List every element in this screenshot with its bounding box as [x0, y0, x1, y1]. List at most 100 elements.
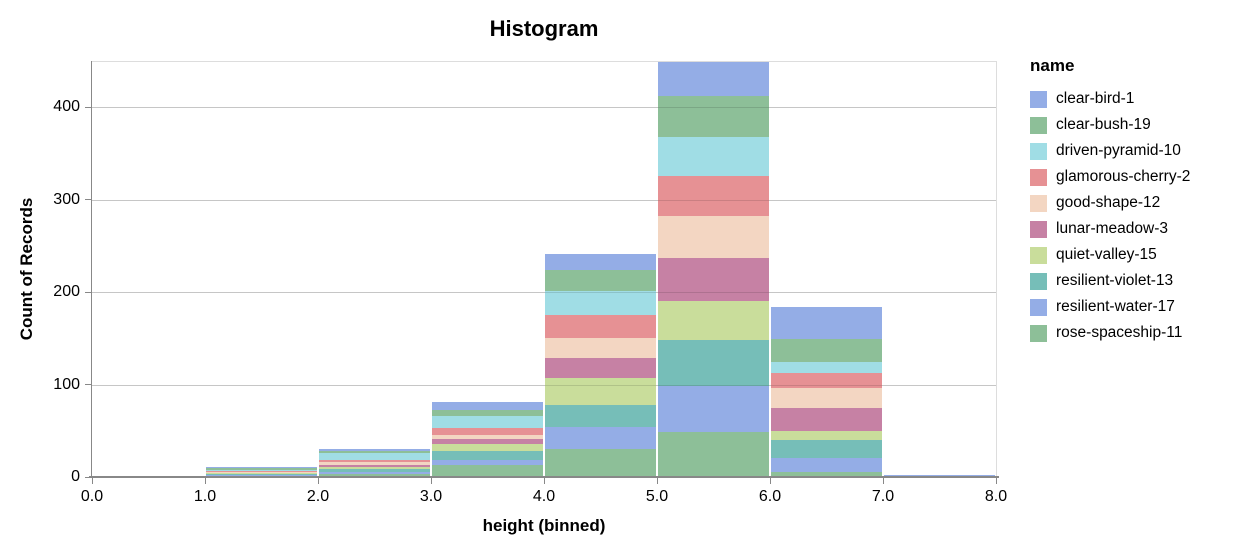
x-axis-tick	[318, 478, 319, 484]
bar-segment-rose-spaceship-11[interactable]	[545, 449, 656, 478]
bar-segment-resilient-violet-13[interactable]	[658, 340, 769, 386]
bar-segment-resilient-water-17[interactable]	[658, 385, 769, 432]
bar-segment-resilient-violet-13[interactable]	[206, 474, 317, 476]
legend-item-clear-bird-1[interactable]: clear-bird-1	[1030, 86, 1250, 112]
x-axis-tick	[205, 478, 206, 484]
legend-item-lunar-meadow-3[interactable]: lunar-meadow-3	[1030, 216, 1250, 242]
bar-segment-quiet-valley-15[interactable]	[545, 378, 656, 405]
bar-segment-clear-bird-1[interactable]	[432, 402, 543, 410]
bar-segment-resilient-water-17[interactable]	[432, 459, 543, 466]
bar-segment-driven-pyramid-10[interactable]	[658, 136, 769, 176]
legend-item-clear-bush-19[interactable]: clear-bush-19	[1030, 112, 1250, 138]
gridline	[92, 292, 996, 294]
bar-segment-lunar-meadow-3[interactable]	[319, 465, 430, 467]
bar-segment-good-shape-12[interactable]	[658, 216, 769, 258]
bar-segment-good-shape-12[interactable]	[771, 388, 882, 408]
bar-segment-clear-bird-1[interactable]	[206, 466, 317, 468]
bar-segment-good-shape-12[interactable]	[545, 337, 656, 358]
x-axis-tick-label: 1.0	[193, 488, 217, 505]
x-axis-line	[89, 476, 999, 478]
bar-segment-lunar-meadow-3[interactable]	[432, 439, 543, 444]
bar-segment-driven-pyramid-10[interactable]	[545, 291, 656, 316]
gridline-overlay	[92, 107, 996, 109]
bar-segment-lunar-meadow-3[interactable]	[545, 357, 656, 379]
bar-segment-clear-bush-19[interactable]	[319, 451, 430, 454]
bar-segment-quiet-valley-15[interactable]	[771, 430, 882, 441]
y-axis-tick-label: 100	[53, 375, 80, 393]
bar-segment-good-shape-12[interactable]	[206, 471, 317, 473]
bar-segment-glamorous-cherry-2[interactable]	[319, 459, 430, 463]
legend-swatch-icon	[1030, 194, 1047, 212]
gridline	[92, 384, 996, 386]
bar-segment-resilient-violet-13[interactable]	[319, 468, 430, 472]
bar-segment-clear-bush-19[interactable]	[658, 96, 769, 137]
bar-segment-clear-bird-1[interactable]	[545, 254, 656, 270]
plot-layers	[92, 62, 996, 478]
bar-segment-resilient-water-17[interactable]	[771, 457, 882, 473]
bar-segment-good-shape-12[interactable]	[432, 434, 543, 440]
legend-item-label: good-shape-12	[1056, 194, 1161, 211]
bar-segment-lunar-meadow-3[interactable]	[771, 407, 882, 431]
chart-title: Histogram	[489, 16, 599, 41]
bar-segment-driven-pyramid-10[interactable]	[432, 416, 543, 429]
bar-segment-clear-bush-19[interactable]	[432, 409, 543, 417]
bar-segment-glamorous-cherry-2[interactable]	[545, 315, 656, 338]
legend-item-glamorous-cherry-2[interactable]: glamorous-cherry-2	[1030, 164, 1250, 190]
x-axis-tick	[657, 478, 658, 484]
bar-segment-clear-bush-19[interactable]	[771, 339, 882, 363]
legend-item-label: rose-spaceship-11	[1056, 324, 1183, 341]
legend-item-resilient-violet-13[interactable]: resilient-violet-13	[1030, 268, 1250, 294]
y-axis-title: Count of Records	[17, 197, 36, 341]
x-axis-title: height (binned)	[482, 516, 606, 535]
bar-segment-quiet-valley-15[interactable]	[432, 443, 543, 452]
bar-segment-clear-bird-1[interactable]	[771, 307, 882, 340]
bar-segment-driven-pyramid-10[interactable]	[319, 453, 430, 460]
bar-segment-glamorous-cherry-2[interactable]	[432, 428, 543, 435]
x-axis-tick-label: 5.0	[645, 488, 669, 505]
bar-segment-good-shape-12[interactable]	[319, 462, 430, 466]
x-axis-tick-label: 3.0	[419, 488, 443, 505]
bar-segment-lunar-meadow-3[interactable]	[206, 472, 317, 474]
bar-segment-clear-bird-1[interactable]	[319, 449, 430, 452]
legend: name clear-bird-1 clear-bush-19 driven-pyr…	[1030, 56, 1250, 346]
bar-segment-quiet-valley-15[interactable]	[319, 466, 430, 469]
bar-segment-glamorous-cherry-2[interactable]	[206, 470, 317, 472]
bar-segment-quiet-valley-15[interactable]	[658, 300, 769, 341]
bar-segment-rose-spaceship-11[interactable]	[658, 431, 769, 478]
bar-segment-glamorous-cherry-2[interactable]	[658, 175, 769, 217]
bar-segment-resilient-violet-13[interactable]	[545, 404, 656, 428]
bar-segment-rose-spaceship-11[interactable]	[432, 465, 543, 478]
legend-swatch-icon	[1030, 168, 1047, 186]
bar-segment-clear-bush-19[interactable]	[545, 270, 656, 292]
bar-segment-resilient-water-17[interactable]	[206, 475, 317, 477]
legend-swatch-icon	[1030, 90, 1047, 108]
legend-item-label: glamorous-cherry-2	[1056, 168, 1191, 185]
legend-item-rose-spaceship-11[interactable]: rose-spaceship-11	[1030, 320, 1250, 346]
x-axis-tick-label: 2.0	[306, 488, 330, 505]
legend-item-resilient-water-17[interactable]: resilient-water-17	[1030, 294, 1250, 320]
legend-item-label: clear-bird-1	[1056, 90, 1135, 107]
legend-item-good-shape-12[interactable]: good-shape-12	[1030, 190, 1250, 216]
y-axis-tick	[85, 291, 92, 293]
bar-segment-resilient-water-17[interactable]	[545, 427, 656, 450]
bar-segment-glamorous-cherry-2[interactable]	[771, 372, 882, 389]
x-axis-tick	[431, 478, 432, 484]
bar-segment-resilient-water-17[interactable]	[319, 471, 430, 475]
y-axis-tick	[85, 476, 92, 478]
bar-segment-clear-bush-19[interactable]	[206, 467, 317, 470]
bar-segment-quiet-valley-15[interactable]	[206, 473, 317, 475]
legend-item-driven-pyramid-10[interactable]: driven-pyramid-10	[1030, 138, 1250, 164]
bar-segment-driven-pyramid-10[interactable]	[206, 469, 317, 471]
bar-segment-rose-spaceship-11[interactable]	[771, 472, 882, 478]
legend-item-quiet-valley-15[interactable]: quiet-valley-15	[1030, 242, 1250, 268]
bar-segment-resilient-violet-13[interactable]	[771, 440, 882, 458]
y-axis-tick	[85, 106, 92, 108]
bar-segment-lunar-meadow-3[interactable]	[658, 258, 769, 301]
bar-segment-driven-pyramid-10[interactable]	[771, 362, 882, 373]
bar-segment-clear-bird-1[interactable]	[658, 62, 769, 97]
bar-segment-resilient-violet-13[interactable]	[432, 451, 543, 460]
legend-item-label: resilient-violet-13	[1056, 272, 1174, 289]
bar-segment-clear-bird-1[interactable]	[884, 475, 995, 477]
legend-swatch-icon	[1030, 298, 1047, 316]
